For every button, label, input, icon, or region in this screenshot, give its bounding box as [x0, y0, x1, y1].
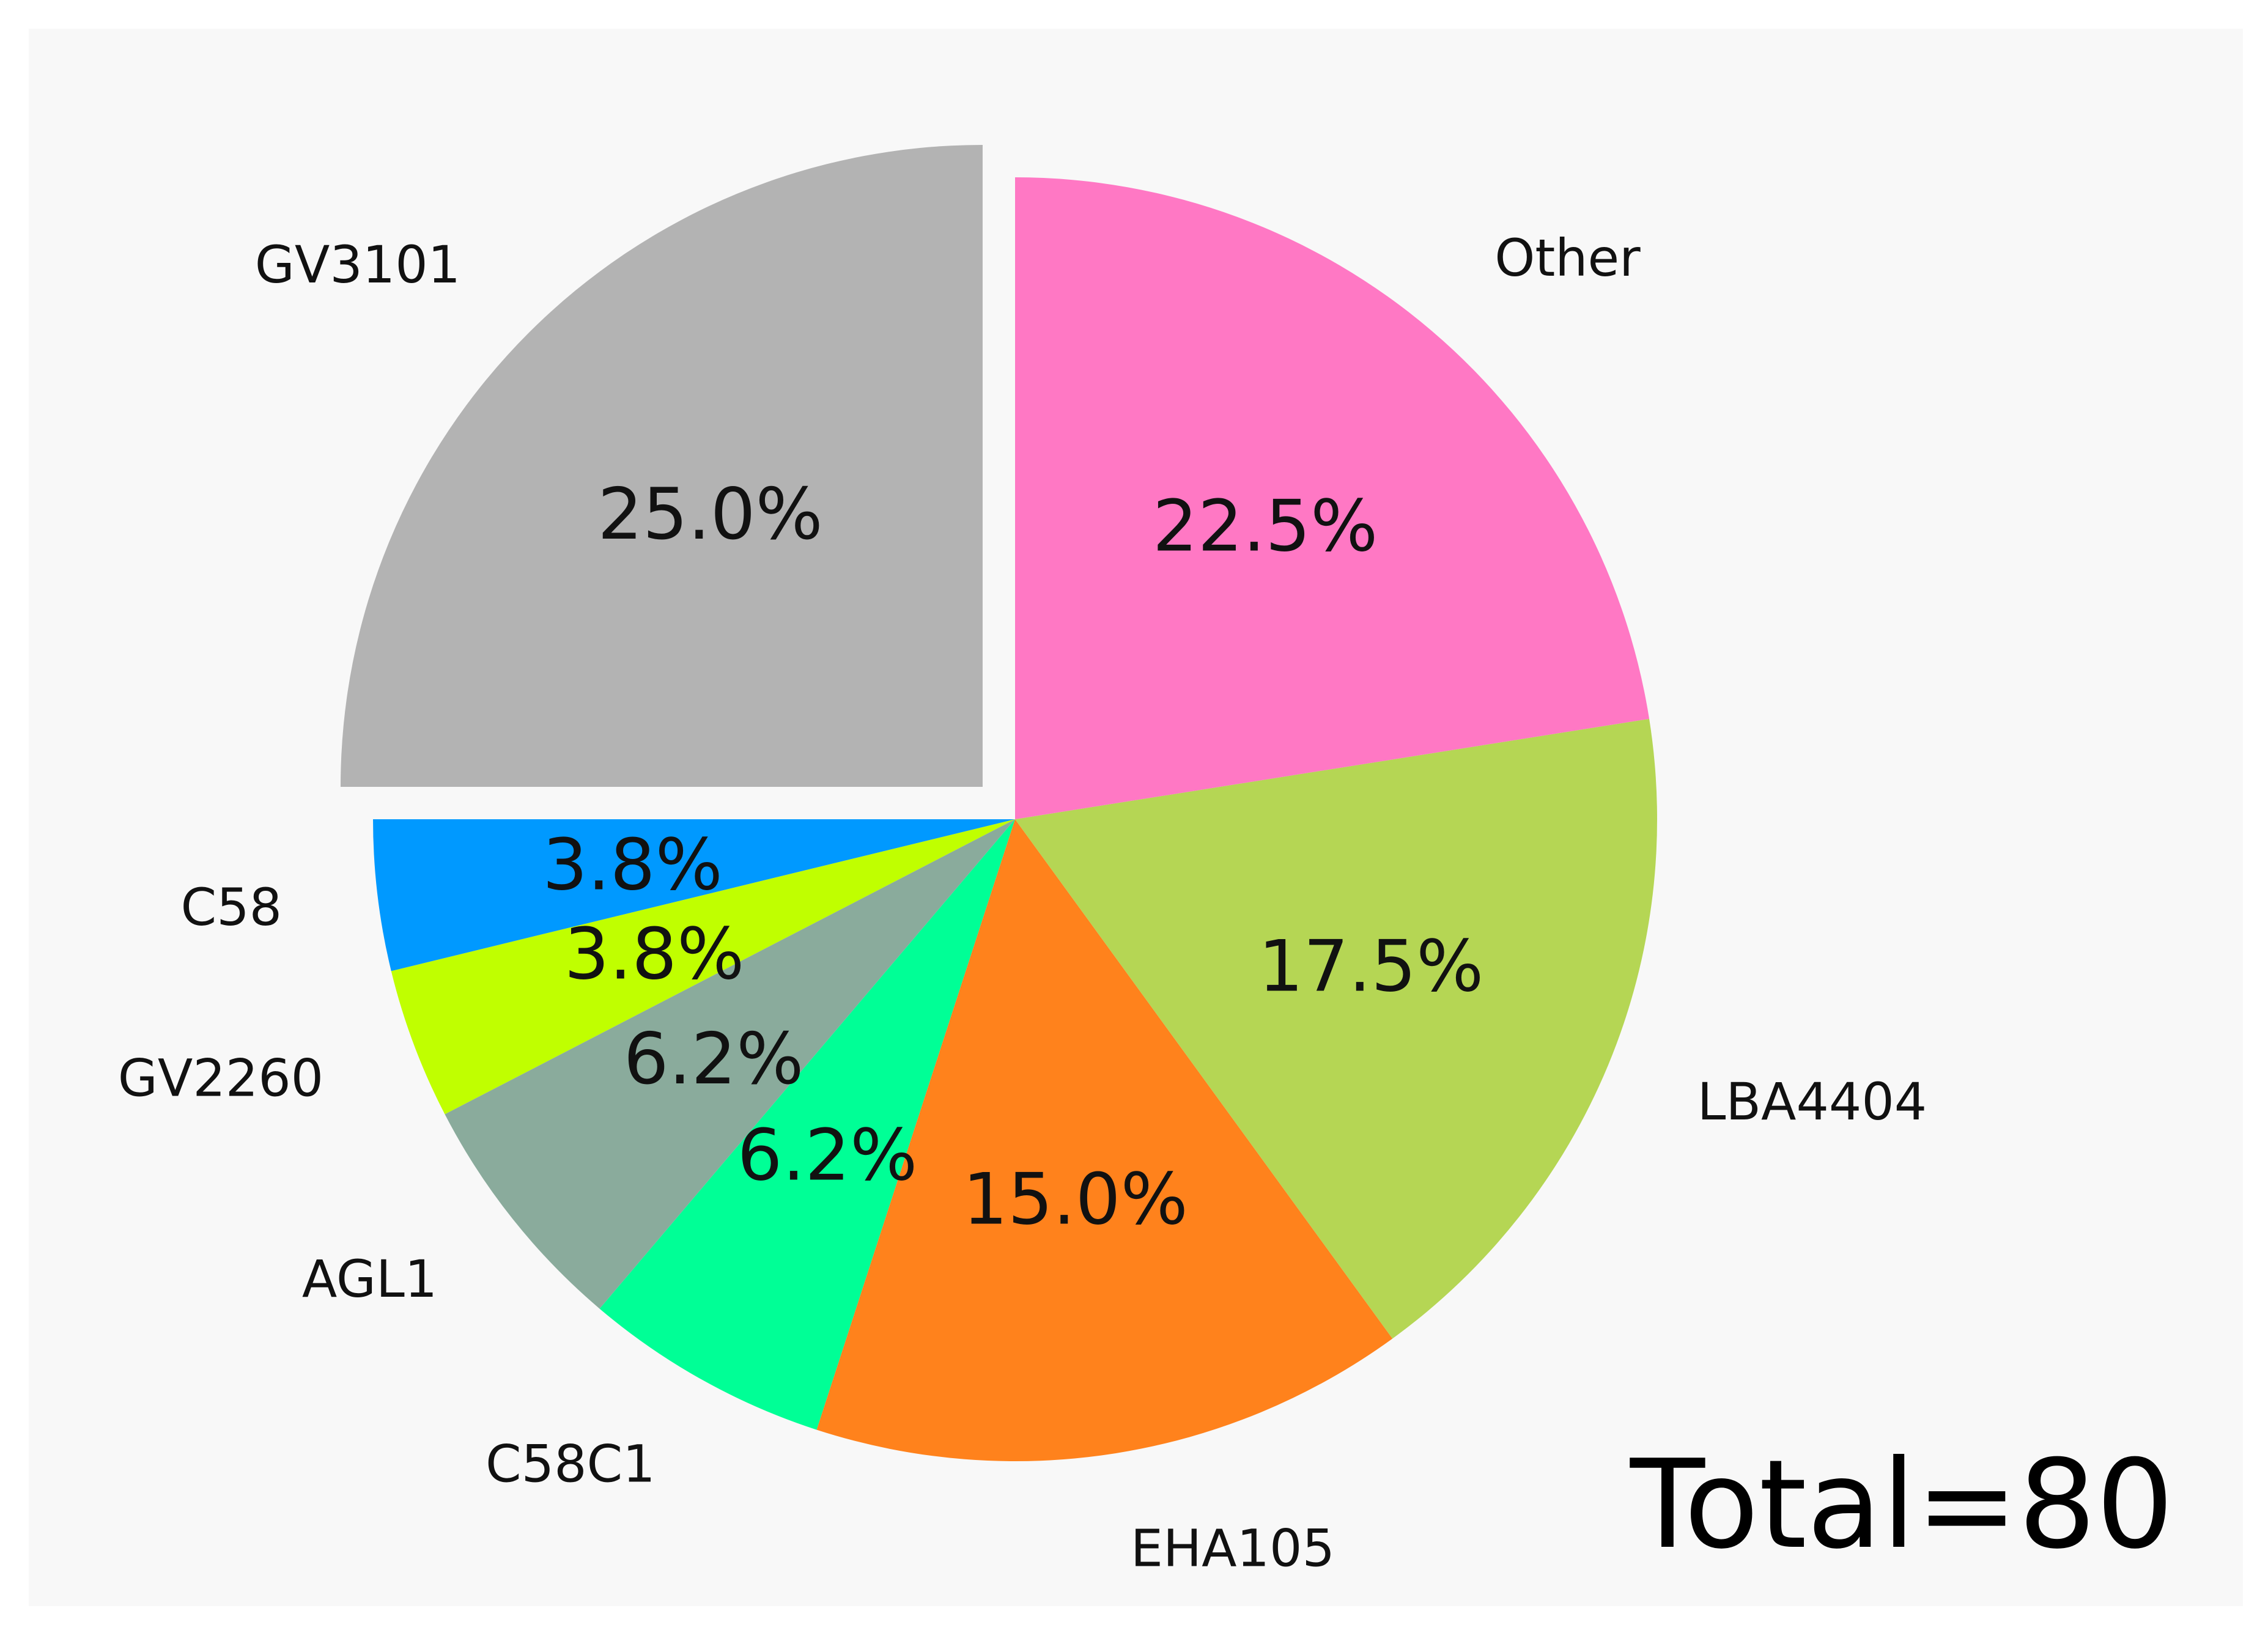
- pie-slice-gv3101: [340, 144, 983, 787]
- pct-label-lba4404: 17.5%: [1258, 926, 1484, 1008]
- pct-label-gv3101: 25.0%: [597, 473, 823, 556]
- slice-label-gv2260: GV2260: [118, 1048, 323, 1108]
- pct-label-gv2260: 3.8%: [564, 913, 745, 995]
- slice-label-c58: C58: [181, 877, 283, 937]
- slice-label-c58c1: C58C1: [486, 1434, 656, 1494]
- pie-slice-c58c1: [599, 819, 1015, 1430]
- pct-label-c58: 3.8%: [542, 824, 723, 907]
- pct-label-other: 22.5%: [1153, 485, 1378, 567]
- pct-label-eha105: 15.0%: [962, 1159, 1188, 1241]
- slice-labels: GV3101 C58 GV2260 AGL1 C58C1 EHA105 LBA4404 Oth…: [118, 228, 1927, 1579]
- total-annotation: Total=80: [1630, 1434, 2174, 1576]
- pct-label-c58c1: 6.2%: [737, 1115, 918, 1197]
- slice-label-lba4404: LBA4404: [1697, 1072, 1927, 1132]
- pie-slice-gv2260: [391, 819, 1015, 1115]
- slice-label-other: Other: [1494, 228, 1641, 288]
- pie-slice-lba4404: [1015, 718, 1657, 1339]
- pct-label-agl1: 6.2%: [624, 1018, 804, 1100]
- slice-label-agl1: AGL1: [302, 1249, 437, 1309]
- slice-label-gv3101: GV3101: [255, 235, 460, 295]
- percent-labels: 25.0% 3.8%3.8% 6.2% 6.2% 15.0% 17.5% 22.5%: [542, 473, 1483, 1241]
- pie-slice-eha105: [816, 819, 1393, 1461]
- pie-slice-c58: [373, 819, 1015, 971]
- pie-slice-agl1: [445, 819, 1015, 1309]
- pie-slices: [340, 144, 1657, 1461]
- slice-label-eha105: EHA105: [1131, 1519, 1335, 1579]
- pie-slice-other: [1015, 177, 1650, 819]
